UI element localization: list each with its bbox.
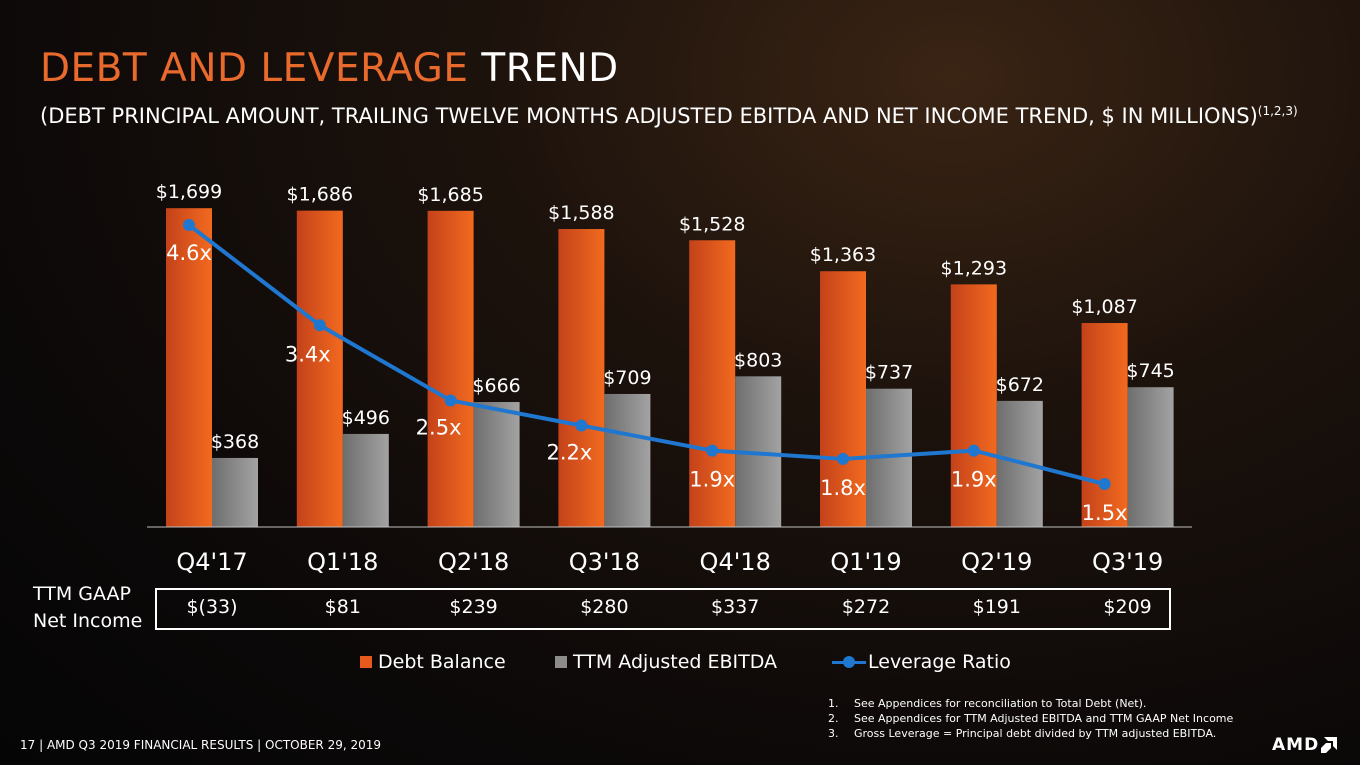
- debt-bar-label: $1,588: [548, 202, 614, 224]
- debt-bar-label: $1,686: [287, 184, 353, 206]
- legend-debt-swatch: [360, 656, 372, 668]
- leverage-label: 3.4x: [285, 342, 331, 366]
- title-rest: TREND: [481, 46, 619, 91]
- ebitda-bar-label: $709: [603, 367, 651, 389]
- legend-ebitda: TTM Adjusted EBITDA: [555, 651, 777, 673]
- footnote-3: 3. Gross Leverage = Principal debt divide…: [828, 727, 1217, 740]
- debt-bar: [820, 271, 866, 527]
- legend-leverage-swatch: [832, 655, 866, 669]
- ebitda-bar-label: $672: [996, 374, 1044, 396]
- leverage-point: [575, 419, 588, 432]
- logo-text: AMD: [1272, 735, 1320, 755]
- page-subtitle: (DEBT PRINCIPAL AMOUNT, TRAILING TWELVE …: [40, 104, 1298, 128]
- net-income-cell: $272: [841, 596, 891, 618]
- ebitda-bar-label: $737: [865, 362, 913, 384]
- net-income-cell: $(33): [186, 596, 238, 618]
- debt-bar: [296, 210, 343, 527]
- leverage-label: 4.6x: [166, 241, 212, 265]
- net-income-cell: $191: [972, 596, 1021, 618]
- legend-leverage: Leverage Ratio: [832, 651, 1011, 673]
- ebitda-bar-label: $745: [1126, 360, 1174, 382]
- leverage-label: 1.9x: [689, 468, 735, 492]
- legend-ebitda-label: TTM Adjusted EBITDA: [573, 651, 778, 673]
- debt-leverage-chart: $1,699 $368 Q4'17 $1,686 $496 Q1'18 $1,685 $666…: [147, 181, 1192, 576]
- legend-ebitda-swatch: [555, 656, 567, 668]
- subtitle-text: (DEBT PRINCIPAL AMOUNT, TRAILING TWELVE …: [40, 104, 1258, 128]
- ebitda-bar-label: $368: [211, 431, 259, 453]
- net-income-cell: $337: [711, 596, 760, 618]
- amd-logo: AMD: [1272, 735, 1338, 755]
- leverage-point: [313, 319, 326, 332]
- ebitda-bar-label: $666: [472, 375, 520, 397]
- debt-bar: [427, 210, 474, 528]
- ebitda-bar: [212, 457, 258, 527]
- debt-bar-label: $1,528: [679, 213, 745, 235]
- leverage-label: 1.8x: [820, 476, 866, 500]
- net-income-label-line1: TTM GAAP: [33, 583, 132, 605]
- leverage-line: [187, 223, 1106, 486]
- leverage-point: [183, 219, 195, 231]
- footnote-1: 1. See Appendices for reconciliation to T…: [828, 697, 1147, 710]
- net-income-cell: $209: [1103, 596, 1152, 618]
- debt-bar-label: $1,293: [941, 257, 1007, 279]
- debt-bar-label: $1,699: [156, 181, 222, 203]
- footnote-2: 2. See Appendices for TTM Adjusted EBITDA…: [828, 712, 1234, 725]
- leverage-point: [1098, 478, 1111, 490]
- footnotes: 1. See Appendices for reconciliation to T…: [828, 696, 1233, 741]
- debt-bar: [166, 208, 212, 527]
- legend-debt-label: Debt Balance: [378, 651, 506, 673]
- debt-bar-label: $1,087: [1071, 296, 1137, 318]
- legend-debt: Debt Balance: [360, 651, 506, 673]
- leverage-point: [967, 444, 980, 457]
- x-tick-label: Q2'18: [438, 548, 509, 576]
- debt-bar: [558, 229, 605, 527]
- amd-arrow-icon: [1321, 737, 1338, 753]
- ebitda-bar: [342, 433, 389, 527]
- leverage-point: [706, 444, 719, 457]
- ebitda-bar: [473, 402, 520, 527]
- leverage-point: [837, 452, 849, 465]
- net-income-table: [155, 588, 1171, 630]
- leverage-label: 1.9x: [951, 468, 997, 492]
- ebitda-bar: [604, 393, 651, 527]
- x-tick-label: Q3'19: [1092, 548, 1163, 576]
- debt-bar-label: $1,363: [810, 244, 876, 266]
- x-tick-label: Q4'17: [176, 548, 247, 576]
- x-tick-label: Q3'18: [569, 548, 640, 576]
- footer-text: 17 | AMD Q3 2019 FINANCIAL RESULTS | OCT…: [20, 738, 382, 752]
- debt-bar-label: $1,685: [417, 184, 483, 206]
- debt-bar: [689, 240, 736, 527]
- net-income-cell: $239: [449, 596, 498, 618]
- leverage-label: 1.5x: [1082, 501, 1128, 525]
- ebitda-bar: [1127, 387, 1174, 527]
- debt-bar: [950, 284, 997, 527]
- leverage-label: 2.2x: [546, 441, 592, 465]
- x-tick-label: Q1'19: [830, 548, 901, 576]
- page-title: DEBT AND LEVERAGE TREND: [40, 46, 619, 91]
- net-income-cell: $81: [324, 596, 361, 618]
- x-tick-label: Q1'18: [307, 548, 378, 576]
- leverage-label: 2.5x: [416, 415, 462, 439]
- debt-bar: [1081, 323, 1128, 527]
- leverage-point: [444, 394, 457, 407]
- ebitda-bar-label: $803: [734, 349, 782, 371]
- title-accent: DEBT AND LEVERAGE: [40, 46, 469, 91]
- legend-leverage-label: Leverage Ratio: [868, 651, 1011, 673]
- net-income-label-line2: Net Income: [33, 610, 143, 632]
- ebitda-bar-label: $496: [342, 407, 390, 429]
- x-tick-label: Q2'19: [961, 548, 1032, 576]
- net-income-row-label: TTM GAAP Net Income: [33, 581, 142, 635]
- subtitle-footnote-ref: (1,2,3): [1257, 104, 1298, 118]
- net-income-cell: $280: [580, 596, 629, 618]
- x-tick-label: Q4'18: [700, 548, 771, 576]
